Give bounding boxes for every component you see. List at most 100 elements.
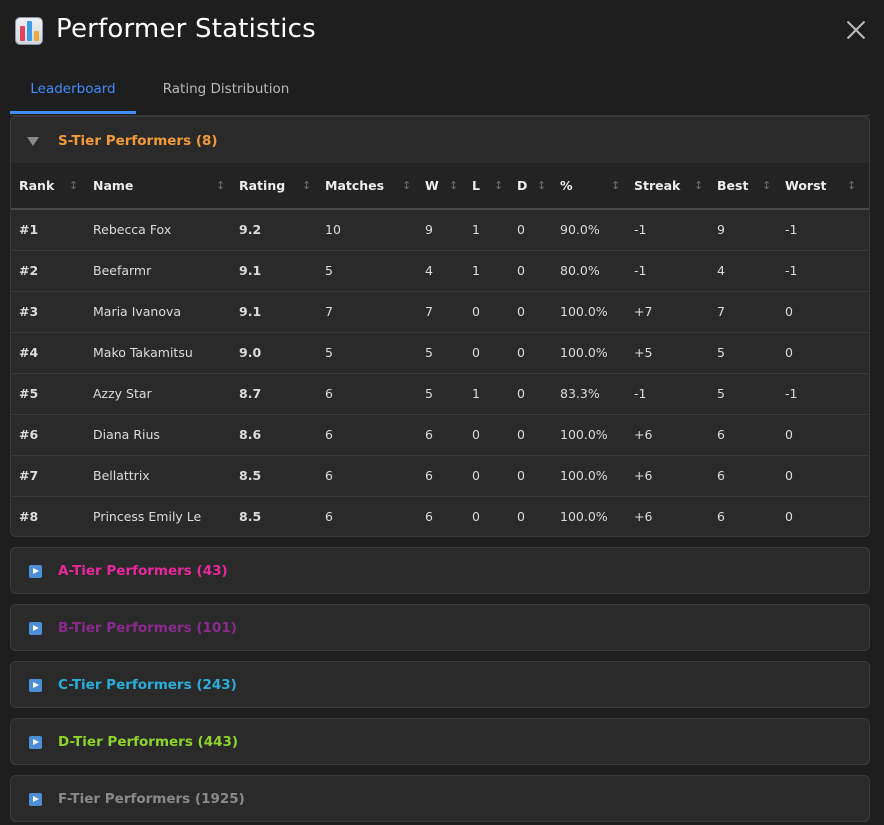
sort-icon: ↕ — [302, 179, 312, 192]
table-cell-streak: +6 — [626, 414, 709, 456]
table-row: #1 Rebecca Fox 9.2 10 9 1 0 90.0% -1 9 -1 — [11, 209, 869, 251]
table-row: #5 Azzy Star 8.7 6 5 1 0 83.3% -1 5 -1 — [11, 373, 869, 415]
tab-leaderboard[interactable]: Leaderboard — [10, 70, 136, 114]
table-cell-matches: 6 — [325, 509, 333, 525]
table-cell-rank: #1 — [11, 209, 85, 251]
table-cell-wins: 9 — [417, 209, 464, 251]
table-cell-losses: 1 — [464, 373, 509, 415]
table-cell-draws: 0 — [509, 373, 552, 415]
tier-panel-d: D-Tier Performers (443) — [10, 718, 870, 765]
table-cell-worst: -1 — [777, 209, 869, 251]
column-header-streak[interactable]: Streak ↕ — [626, 163, 709, 210]
table-cell-matches: 10 — [317, 209, 417, 251]
close-icon[interactable] — [842, 16, 870, 44]
table-cell-draws: 0 — [509, 291, 552, 333]
window-title: Performer Statistics — [56, 14, 316, 44]
column-header-d[interactable]: D ↕ — [509, 163, 552, 210]
column-header-worst[interactable]: Worst ↕ — [777, 163, 869, 210]
column-header-rank[interactable]: Rank ↕ — [11, 163, 85, 210]
sort-icon: ↕ — [69, 179, 79, 192]
table-cell-streak: +6 — [634, 509, 653, 525]
table-cell-best: 7 — [709, 291, 777, 333]
table-cell-losses: 0 — [464, 455, 509, 497]
table-cell-rank: #5 — [11, 373, 85, 415]
table-cell-worst: 0 — [777, 455, 869, 497]
column-header-l[interactable]: L ↕ — [464, 163, 509, 210]
tab-rating-distribution[interactable]: Rating Distribution — [162, 81, 290, 97]
table-cell-best: 9 — [709, 209, 777, 251]
table-cell-rating: 8.7 — [231, 373, 317, 415]
tier-panel-c: C-Tier Performers (243) — [10, 661, 870, 708]
table-cell-matches: 6 — [317, 414, 417, 456]
table-cell-name[interactable]: Maria Ivanova — [85, 291, 231, 333]
tier-title-d: D-Tier Performers (443) — [58, 734, 239, 750]
sort-icon: ↕ — [611, 179, 621, 192]
table-cell-best: 5 — [709, 373, 777, 415]
leaderboard-table: Rank ↕ Name ↕ Rating ↕ Matches ↕ W ↕ L ↕ D ↕ % ↕… — [11, 163, 869, 536]
column-header-name[interactable]: Name ↕ — [85, 163, 231, 210]
table-cell-rank: #4 — [11, 332, 85, 374]
table-cell-worst: -1 — [777, 250, 869, 292]
tier-header-c[interactable]: C-Tier Performers (243) — [11, 662, 869, 708]
column-header-best[interactable]: Best ↕ — [709, 163, 777, 210]
table-cell-rating: 9.0 — [231, 332, 317, 374]
table-cell-wins: 5 — [417, 373, 464, 415]
table-row: #6 Diana Rius 8.6 6 6 0 0 100.0% +6 6 0 — [11, 414, 869, 456]
table-cell-streak: +5 — [626, 332, 709, 374]
table-cell-streak: -1 — [626, 250, 709, 292]
table-row: #7 Bellattrix 8.5 6 6 0 0 100.0% +6 6 0 — [11, 455, 869, 497]
tier-header-b[interactable]: B-Tier Performers (101) — [11, 605, 869, 651]
table-cell-worst: 0 — [777, 332, 869, 374]
table-cell-worst: 0 — [777, 291, 869, 333]
sort-icon: ↕ — [494, 179, 504, 192]
tier-header-s[interactable]: S-Tier Performers (8) — [11, 117, 869, 163]
table-cell-name[interactable]: Princess Emily Le — [93, 509, 202, 525]
table-cell-rank: #3 — [11, 291, 85, 333]
table-cell-rank: #7 — [11, 455, 85, 497]
table-cell-name[interactable]: Azzy Star — [85, 373, 231, 415]
table-cell-wins: 6 — [417, 455, 464, 497]
sort-icon: ↕ — [694, 179, 704, 192]
sort-icon: ↕ — [402, 179, 412, 192]
tier-header-f[interactable]: F-Tier Performers (1925) — [11, 776, 869, 822]
collapse-triangle-icon — [27, 137, 39, 146]
table-row: #2 Beefarmr 9.1 5 4 1 0 80.0% -1 4 -1 — [11, 250, 869, 292]
column-header-rating[interactable]: Rating ↕ — [231, 163, 317, 210]
table-cell-best: 6 — [709, 455, 777, 497]
table-cell-streak: +6 — [626, 455, 709, 497]
table-cell-losses: 1 — [464, 250, 509, 292]
table-cell-matches: 6 — [317, 373, 417, 415]
tier-title-b: B-Tier Performers (101) — [58, 620, 237, 636]
tier-title-s: S-Tier Performers (8) — [58, 133, 218, 149]
table-cell-losses: 1 — [464, 209, 509, 251]
sort-icon: ↕ — [537, 179, 547, 192]
column-header-percent[interactable]: % ↕ — [552, 163, 626, 210]
table-cell-worst: 0 — [777, 414, 869, 456]
table-cell-rating: 9.1 — [231, 250, 317, 292]
table-cell-matches: 5 — [317, 250, 417, 292]
tier-panel-f: F-Tier Performers (1925) — [10, 775, 870, 822]
tier-title-a: A-Tier Performers (43) — [58, 563, 228, 579]
tier-header-a[interactable]: A-Tier Performers (43) — [11, 548, 869, 594]
table-cell-draws: 0 — [509, 414, 552, 456]
column-header-matches[interactable]: Matches ↕ — [317, 163, 417, 210]
table-cell-rating: 9.2 — [231, 209, 317, 251]
table-cell-rating: 8.5 — [231, 455, 317, 497]
table-cell-name[interactable]: Bellattrix — [85, 455, 231, 497]
table-cell-matches: 5 — [317, 332, 417, 374]
sort-icon: ↕ — [216, 179, 226, 192]
table-cell-name[interactable]: Rebecca Fox — [85, 209, 231, 251]
table-cell-rank: #6 — [11, 414, 85, 456]
table-cell-name[interactable]: Diana Rius — [85, 414, 231, 456]
bar-chart-icon — [15, 17, 43, 45]
table-cell-draws: 0 — [509, 455, 552, 497]
table-cell-best: 6 — [717, 509, 725, 525]
sort-icon: ↕ — [762, 179, 772, 192]
tab-bar: Leaderboard Rating Distribution — [10, 70, 870, 116]
table-cell-name[interactable]: Beefarmr — [85, 250, 231, 292]
table-cell-name[interactable]: Mako Takamitsu — [85, 332, 231, 374]
column-header-w[interactable]: W ↕ — [417, 163, 464, 210]
expand-arrow-icon — [29, 736, 42, 749]
tier-header-d[interactable]: D-Tier Performers (443) — [11, 719, 869, 765]
table-cell-streak: -1 — [626, 209, 709, 251]
